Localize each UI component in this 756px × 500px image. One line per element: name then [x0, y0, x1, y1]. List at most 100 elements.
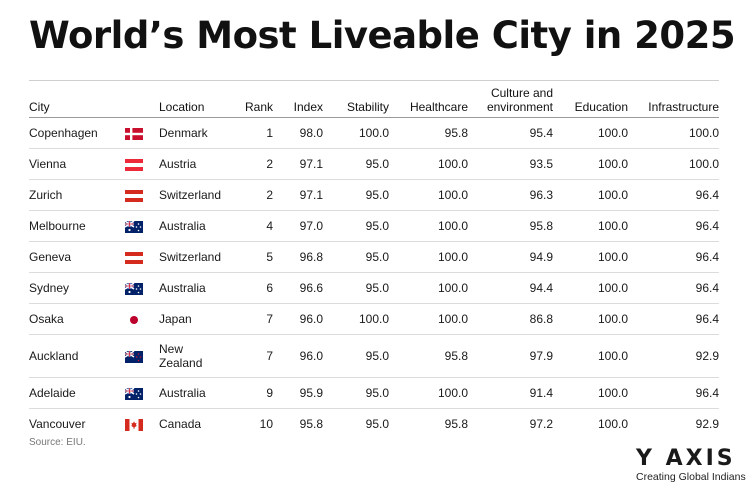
cell-flag [109, 241, 159, 273]
cell-flag [109, 303, 159, 335]
cell-location: Switzerland [159, 241, 229, 273]
cell-education: 100.0 [553, 148, 628, 180]
australia-flag-icon [125, 220, 143, 233]
cell-flag [109, 377, 159, 409]
cell-healthcare: 95.8 [389, 117, 468, 149]
table-row: Vienna Austria 2 97.1 95.0 100.0 93.5 10… [29, 148, 719, 180]
header-culture: Culture and environment [468, 82, 553, 118]
cell-location: Australia [159, 210, 229, 242]
source-note: Source: EIU. [29, 437, 86, 448]
header-culture-line1: Culture and [490, 86, 553, 100]
table-row: Sydney Australia 6 96.6 95.0 100.0 94.4 … [29, 272, 719, 304]
cell-city: Copenhagen [29, 117, 109, 149]
japan-flag-icon [130, 315, 138, 324]
header-divider [29, 80, 719, 81]
cell-index: 96.8 [273, 241, 323, 273]
cell-infrastructure: 96.4 [628, 210, 719, 242]
cell-healthcare: 100.0 [389, 148, 468, 180]
page-title: World’s Most Liveable City in 2025 [29, 14, 736, 57]
table-row: Auckland New Zealand 7 96.0 95.0 95.8 97.… [29, 334, 719, 378]
cell-rank: 1 [229, 117, 273, 149]
cell-education: 100.0 [553, 334, 628, 378]
cell-infrastructure: 96.4 [628, 377, 719, 409]
cell-stability: 95.0 [323, 179, 389, 211]
table-header-row: City Location Rank Index Stability Healt… [29, 82, 719, 118]
cell-rank: 10 [259, 417, 273, 431]
cell-education: 100.0 [553, 272, 628, 304]
new-zealand-flag-icon [125, 350, 143, 363]
cell-culture: 97.9 [468, 334, 553, 378]
denmark-flag-icon [125, 127, 143, 140]
cell-city: Vancouver [29, 417, 86, 431]
cell-education: 100.0 [553, 117, 628, 149]
cell-index: 95.9 [273, 377, 323, 409]
cell-healthcare: 95.8 [389, 334, 468, 378]
cell-city: Sydney [29, 272, 109, 304]
cell-healthcare: 100.0 [389, 272, 468, 304]
header-healthcare: Healthcare [389, 82, 468, 118]
cell-infrastructure: 92.9 [628, 334, 719, 378]
cell-index: 96.0 [273, 303, 323, 335]
cell-city: Zurich [29, 179, 109, 211]
cell-stability: 95.0 [323, 210, 389, 242]
logo-wordmark: Y AXIS [636, 446, 736, 471]
cell-stability: 95.0 [323, 241, 389, 273]
cell-healthcare: 95.8 [444, 417, 468, 431]
cell-flag [109, 272, 159, 304]
header-infrastructure: Infrastructure [628, 82, 719, 118]
australia-flag-icon [125, 282, 143, 295]
cell-index: 97.1 [273, 179, 323, 211]
cell-stability: 100.0 [323, 303, 389, 335]
cell-education: 100.0 [553, 241, 628, 273]
cell-culture: 97.2 [529, 417, 553, 431]
cell-city: Osaka [29, 303, 109, 335]
cell-healthcare: 100.0 [389, 210, 468, 242]
cell-culture: 95.4 [468, 117, 553, 149]
cell-flag [109, 210, 159, 242]
cell-stability: 95.0 [323, 334, 389, 378]
cell-flag [109, 117, 159, 149]
austria-flag-icon [125, 158, 143, 171]
australia-flag-icon [125, 387, 143, 400]
cell-flag [109, 148, 159, 180]
cell-rank: 4 [229, 210, 273, 242]
cell-culture: 94.4 [468, 272, 553, 304]
header-flag [109, 82, 159, 118]
cell-index: 97.0 [273, 210, 323, 242]
cell-index: 98.0 [273, 117, 323, 149]
table-row: Zurich Switzerland 2 97.1 95.0 100.0 96.… [29, 179, 719, 211]
cell-stability: 95.0 [365, 417, 389, 431]
cell-education: 100.0 [553, 377, 628, 409]
cell-infrastructure: 100.0 [628, 148, 719, 180]
cell-infrastructure: 92.9 [695, 417, 719, 431]
table-row: Vancouver Canada 10 95.8 95.0 95.8 97.2 … [29, 409, 719, 440]
cell-education: 100.0 [553, 179, 628, 211]
cell-infrastructure: 96.4 [628, 179, 719, 211]
cell-index: 96.6 [273, 272, 323, 304]
cell-healthcare: 100.0 [389, 377, 468, 409]
table-row: Geneva Switzerland 5 96.8 95.0 100.0 94.… [29, 241, 719, 273]
cell-infrastructure: 96.4 [628, 241, 719, 273]
cell-rank: 9 [229, 377, 273, 409]
cell-city: Adelaide [29, 377, 109, 409]
cell-infrastructure: 96.4 [628, 303, 719, 335]
cell-education: 100.0 [597, 417, 628, 431]
header-city: City [29, 82, 109, 118]
cell-city: Vienna [29, 148, 109, 180]
cell-healthcare: 100.0 [389, 179, 468, 211]
cell-healthcare: 100.0 [389, 241, 468, 273]
cell-culture: 86.8 [468, 303, 553, 335]
cell-rank: 7 [229, 334, 273, 378]
cell-location: Australia [159, 272, 229, 304]
cell-culture: 93.5 [468, 148, 553, 180]
cell-stability: 95.0 [323, 148, 389, 180]
cell-flag [109, 179, 159, 211]
header-education: Education [553, 82, 628, 118]
liveability-table: City Location Rank Index Stability Healt… [29, 82, 719, 439]
switzerland-flag-icon [125, 189, 143, 202]
cell-stability: 95.0 [323, 377, 389, 409]
table-row: Copenhagen Denmark 1 98.0 100.0 95.8 95.… [29, 117, 719, 149]
cell-index: 96.0 [273, 334, 323, 378]
cell-healthcare: 100.0 [389, 303, 468, 335]
cell-location: Switzerland [159, 179, 229, 211]
